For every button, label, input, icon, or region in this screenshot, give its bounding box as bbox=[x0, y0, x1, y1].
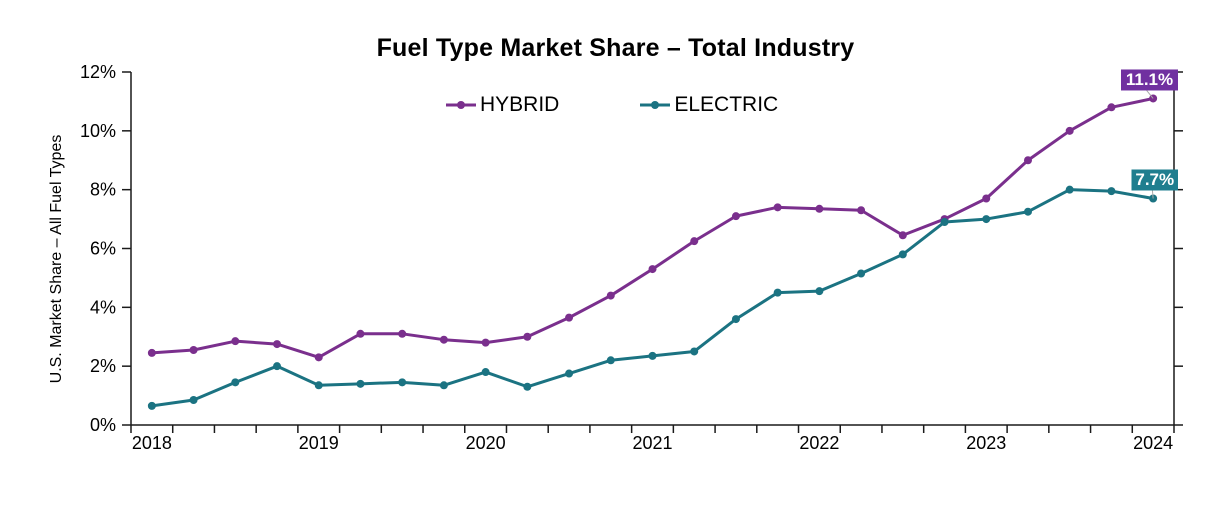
hybrid-data-point bbox=[314, 353, 323, 362]
legend-label-hybrid: HYBRID bbox=[480, 93, 560, 116]
hybrid-data-point bbox=[648, 265, 657, 274]
hybrid-data-point bbox=[356, 329, 365, 338]
y-axis-ticks: 0% 2% 4% 6% 8% 10% 12% bbox=[80, 62, 1183, 435]
electric-data-point bbox=[773, 288, 782, 297]
y-tick-label: 10% bbox=[80, 121, 116, 141]
electric-data-point bbox=[606, 356, 615, 365]
electric-data-point bbox=[398, 378, 407, 387]
hybrid-data-point bbox=[189, 345, 198, 354]
hybrid-data-point bbox=[231, 337, 240, 346]
hybrid-data-point bbox=[690, 237, 699, 246]
hybrid-data-point bbox=[731, 212, 740, 221]
x-axis-ticks: 2018 2019 2020 2021 2022 2023 2024 bbox=[130, 425, 1175, 453]
x-tick-label: 2020 bbox=[466, 433, 506, 453]
electric-data-point bbox=[898, 250, 907, 259]
x-tick-label: 2023 bbox=[966, 433, 1006, 453]
hybrid-data-point bbox=[898, 231, 907, 240]
hybrid-data-point bbox=[606, 291, 615, 300]
x-tick-label: 2021 bbox=[632, 433, 672, 453]
electric-data-point bbox=[314, 381, 323, 390]
y-tick-label: 4% bbox=[90, 297, 116, 317]
y-tick-label: 0% bbox=[90, 415, 116, 435]
hybrid-data-point bbox=[1065, 126, 1074, 135]
hybrid-data-point bbox=[815, 204, 824, 213]
electric-data-point bbox=[982, 215, 991, 224]
hybrid-data-point bbox=[147, 348, 156, 357]
hybrid-data-point bbox=[1107, 103, 1116, 112]
electric-line-marker-icon bbox=[640, 101, 671, 109]
electric-data-point bbox=[690, 347, 699, 356]
electric-line bbox=[150, 188, 1155, 408]
legend-item-electric: ELECTRIC bbox=[639, 93, 778, 117]
electric-data-point bbox=[189, 395, 198, 404]
hybrid-data-point bbox=[439, 335, 448, 344]
hybrid-line-marker-icon bbox=[446, 101, 476, 109]
end-label-box bbox=[1121, 69, 1178, 91]
end-label-box bbox=[1131, 169, 1178, 191]
hybrid-data-point bbox=[565, 313, 574, 322]
electric-data-point bbox=[565, 369, 574, 378]
electric-data-point bbox=[1023, 207, 1032, 216]
legend-item-hybrid: HYBRID bbox=[445, 93, 559, 117]
hybrid-data-point bbox=[1023, 156, 1032, 165]
end-label-text: 11.1% bbox=[1126, 70, 1173, 89]
hybrid-end-label: 11.1% bbox=[1121, 69, 1178, 99]
y-tick-label: 8% bbox=[90, 180, 116, 200]
hybrid-data-point bbox=[523, 332, 532, 341]
x-tick-label: 2019 bbox=[299, 433, 339, 453]
electric-data-point bbox=[523, 382, 532, 391]
hybrid-data-point bbox=[398, 329, 407, 338]
x-tick-label: 2018 bbox=[132, 433, 172, 453]
x-tick-label: 2022 bbox=[799, 433, 839, 453]
electric-data-point bbox=[273, 362, 282, 371]
electric-data-point bbox=[147, 401, 156, 410]
y-tick-label: 6% bbox=[90, 239, 116, 259]
x-tick-label: 2024 bbox=[1133, 433, 1173, 453]
electric-series bbox=[147, 185, 1158, 410]
hybrid-data-point bbox=[481, 338, 490, 347]
y-tick-label: 12% bbox=[80, 62, 116, 82]
hybrid-series bbox=[147, 94, 1158, 362]
electric-data-point bbox=[356, 379, 365, 388]
electric-data-point bbox=[231, 378, 240, 387]
electric-data-point bbox=[815, 287, 824, 296]
y-tick-label: 2% bbox=[90, 356, 116, 376]
hybrid-data-point bbox=[773, 203, 782, 212]
electric-data-point bbox=[648, 351, 657, 360]
electric-data-point bbox=[731, 315, 740, 324]
chart-title: Fuel Type Market Share – Total Industry bbox=[376, 34, 855, 62]
hybrid-line bbox=[150, 96, 1155, 359]
hybrid-data-point bbox=[982, 194, 991, 203]
electric-data-point bbox=[439, 381, 448, 390]
electric-data-point bbox=[1065, 185, 1074, 194]
legend: HYBRID ELECTRIC bbox=[445, 93, 778, 117]
electric-data-point bbox=[857, 269, 866, 278]
hybrid-data-point bbox=[857, 206, 866, 215]
end-label-text: 7.7% bbox=[1135, 170, 1174, 189]
legend-label-electric: ELECTRIC bbox=[674, 93, 779, 116]
electric-data-point bbox=[940, 218, 949, 227]
hybrid-data-point bbox=[273, 340, 282, 349]
electric-end-label: 7.7% bbox=[1131, 169, 1178, 199]
electric-data-point bbox=[1107, 187, 1116, 196]
electric-data-point bbox=[481, 368, 490, 377]
